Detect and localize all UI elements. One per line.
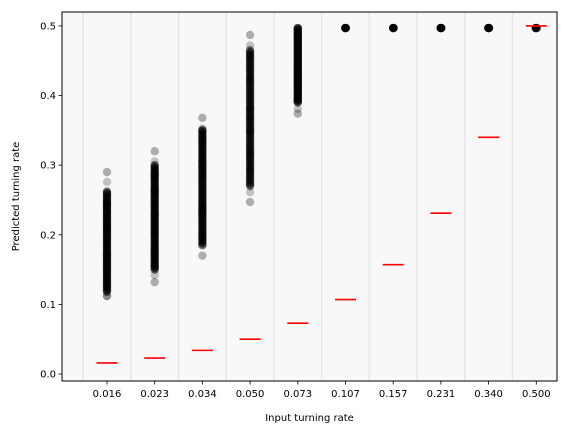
y-tick-label: 0.4 (40, 91, 56, 102)
scatter-point (245, 197, 255, 207)
scatter-point (102, 187, 112, 196)
plot-frame (61, 11, 558, 382)
scatter-point (102, 177, 112, 187)
x-tick-label: 0.023 (140, 389, 169, 400)
x-tick-label: 0.016 (93, 389, 122, 400)
x-tick-label: 0.107 (331, 389, 360, 400)
scatter-point (102, 167, 112, 177)
scatter-point (150, 160, 159, 170)
y-tick-label: 0.0 (40, 370, 56, 381)
x-axis-label: Input turning rate (265, 413, 354, 424)
scatter-point (245, 46, 255, 55)
x-axis-ticks: 0.016 0.023 0.034 0.050 0.073 0.107 0.157 0.231… (93, 381, 551, 400)
scatter-point (389, 23, 398, 33)
scatter-point (293, 23, 302, 33)
scatter-point (531, 23, 541, 33)
y-axis-ticks: 0.0 0.1 0.2 0.3 0.4 0.5 (40, 21, 62, 381)
scatter-point (198, 113, 207, 123)
scatter-point (293, 104, 302, 114)
y-tick-label: 0.1 (40, 300, 56, 311)
y-tick-label: 0.5 (40, 21, 56, 32)
x-tick-label: 0.050 (236, 389, 265, 400)
reference-markers (96, 25, 547, 364)
y-tick-label: 0.3 (40, 161, 56, 172)
scatter-point (150, 147, 159, 156)
scatter-point (436, 23, 445, 33)
scatter-point (293, 109, 302, 118)
scatter-points (102, 23, 542, 301)
scatter-point (150, 277, 159, 287)
y-tick-label: 0.2 (40, 230, 56, 241)
x-tick-label: 0.073 (283, 389, 312, 400)
y-axis-label: Predicted turning rate (11, 142, 22, 252)
category-separators (82, 12, 514, 381)
x-tick-label: 0.034 (188, 389, 217, 400)
x-tick-label: 0.340 (474, 389, 503, 400)
x-tick-label: 0.157 (379, 389, 408, 400)
scatter-point (245, 30, 255, 40)
scatter-point (341, 23, 350, 33)
plot-background (62, 12, 557, 381)
scatter-point (484, 23, 494, 33)
scatter-point (245, 188, 255, 197)
x-tick-label: 0.231 (427, 389, 456, 400)
scatter-point (198, 126, 207, 135)
scatter-point (198, 251, 207, 260)
x-tick-label: 0.500 (522, 389, 551, 400)
